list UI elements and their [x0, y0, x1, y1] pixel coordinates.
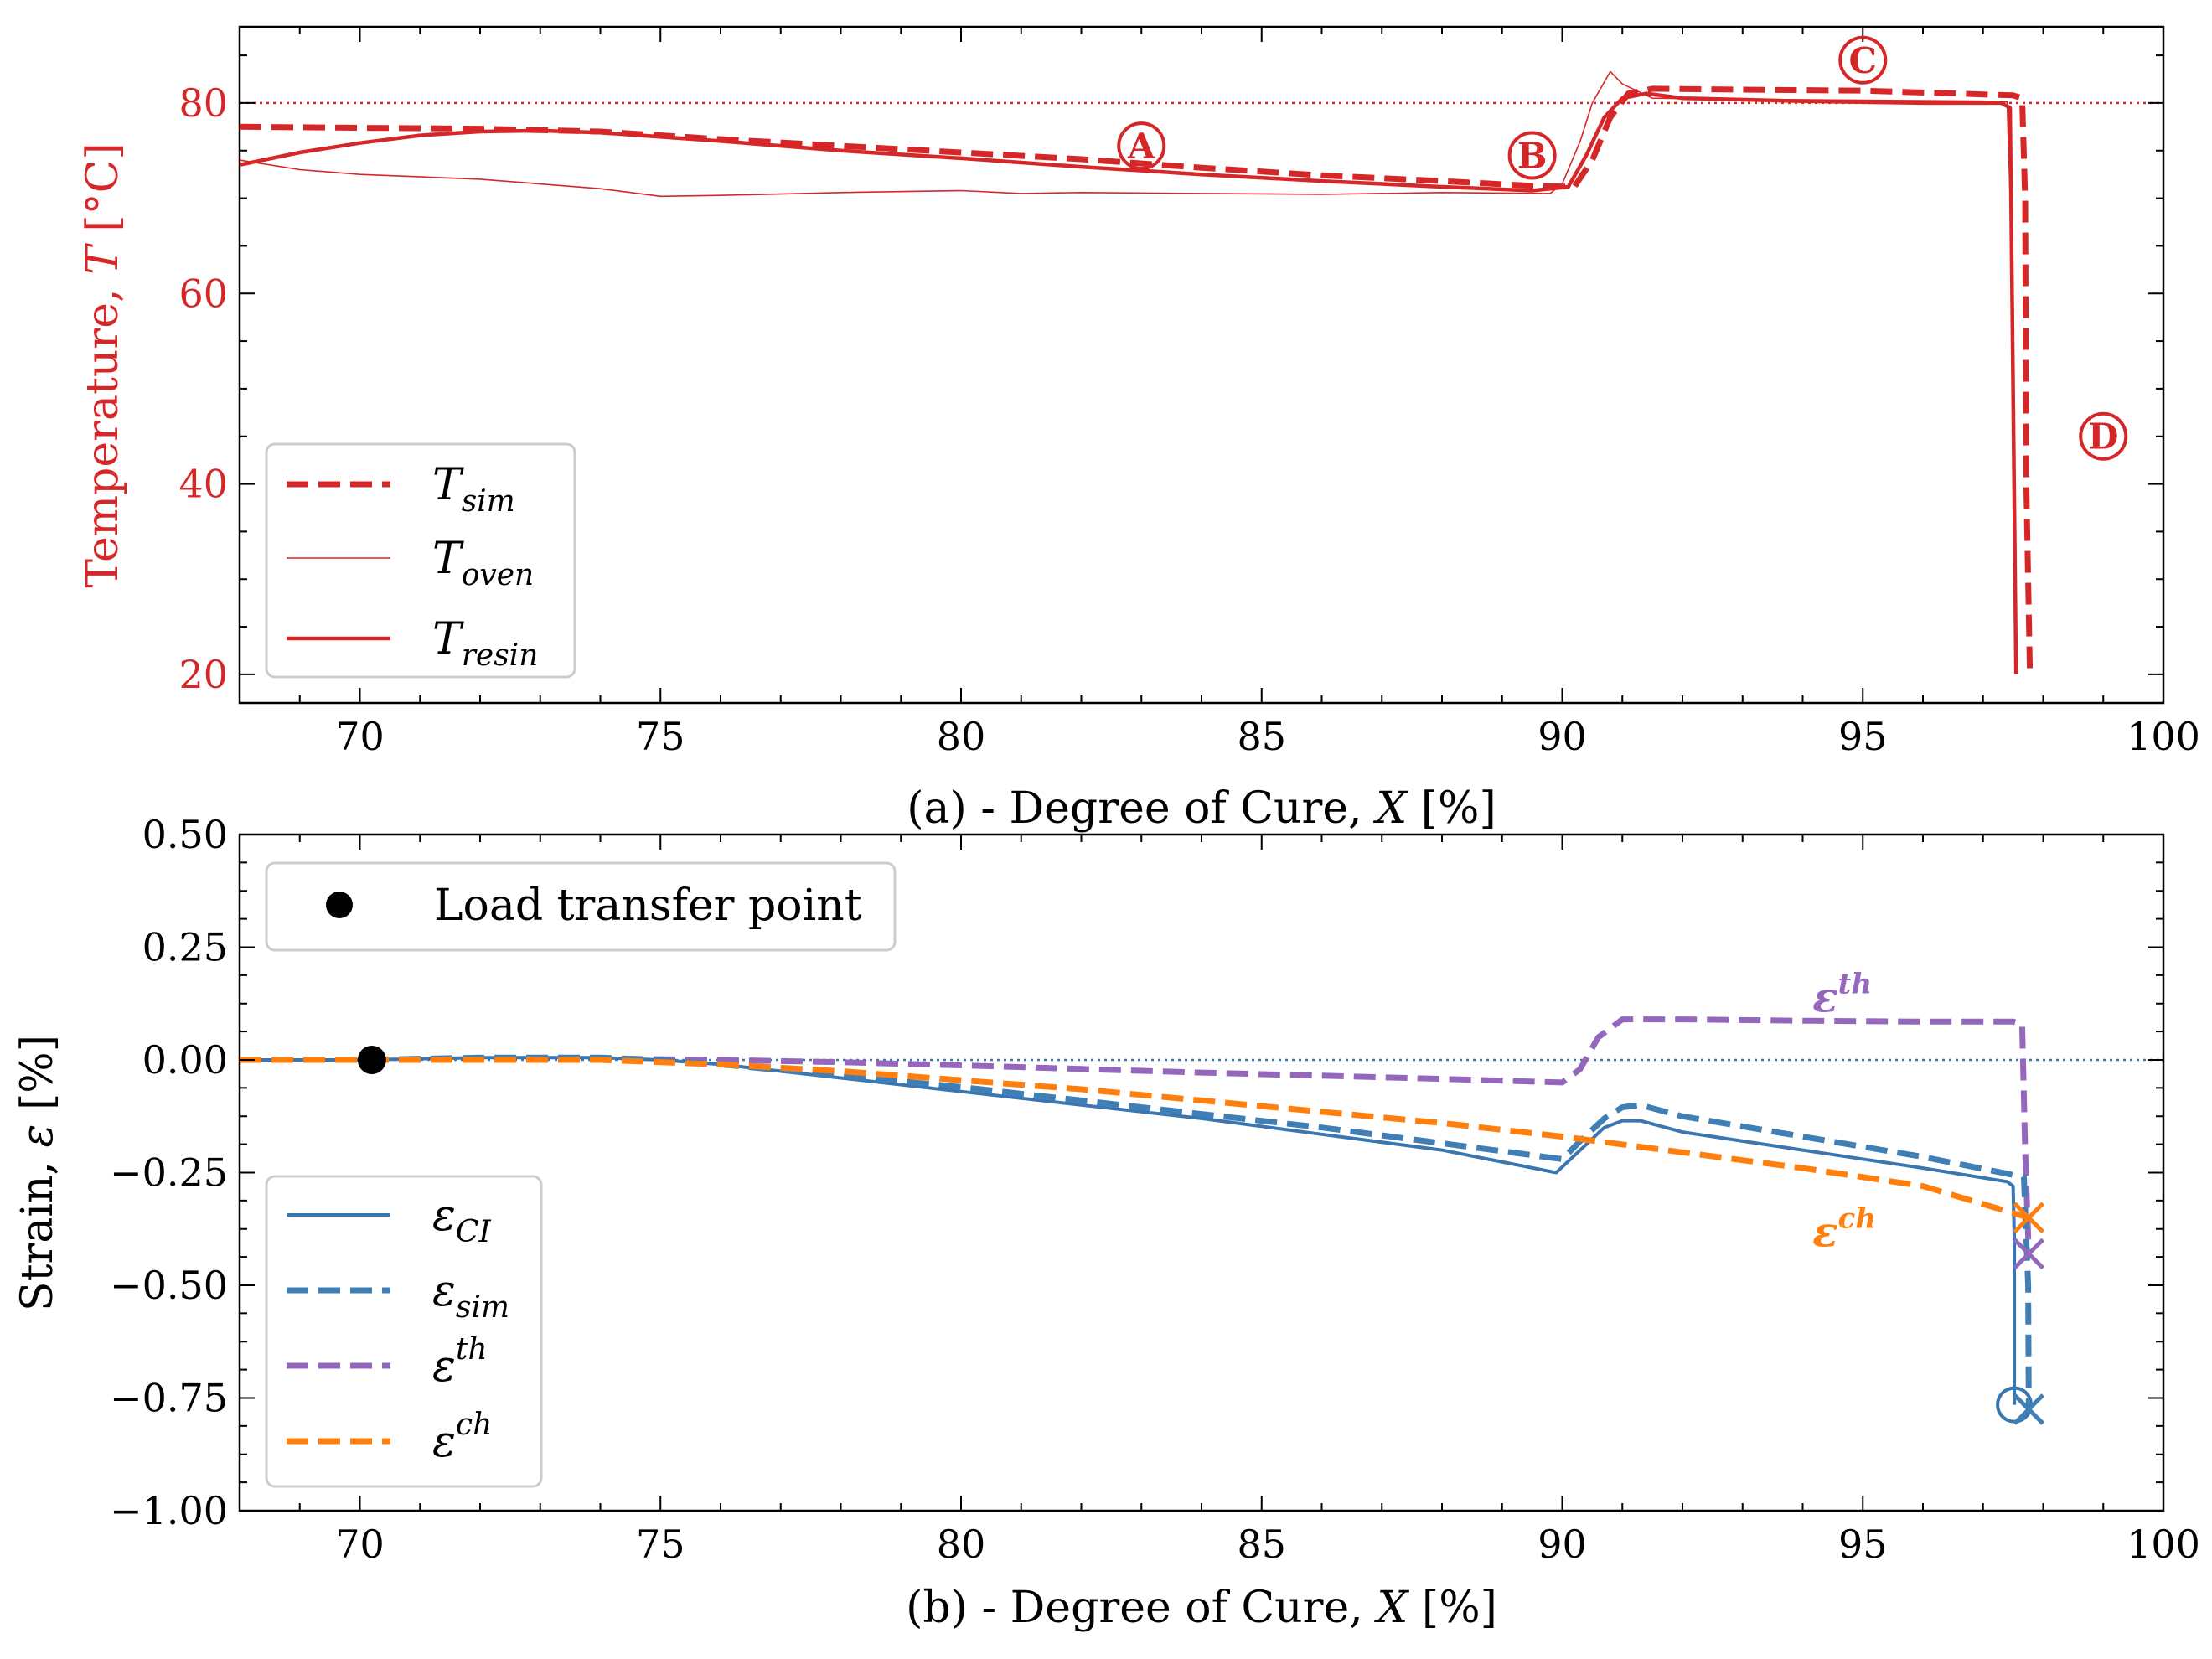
legend-box-load	[265, 861, 897, 952]
legend-label-load-transfer: Load transfer point	[434, 881, 862, 931]
curve-label-eps-th: εth	[1812, 968, 1872, 1022]
temperature-panel: 70 75 80 85 90 95 100 20 40 60 80 Temperature, T […	[78, 25, 2200, 834]
x-tick-label: 70	[335, 1522, 385, 1567]
y-tick-label: 80	[178, 80, 228, 126]
y-tick-label: 40	[178, 462, 228, 507]
x-tick-label: 85	[1237, 714, 1286, 759]
legend-a: Tsim Toven Tresin	[265, 442, 576, 679]
x-tick-label: 80	[937, 714, 986, 759]
x-tick-label: 95	[1838, 1522, 1888, 1567]
legend-b: εCI εsim εth εch	[265, 1175, 543, 1488]
y-tick-label: −1.00	[110, 1488, 228, 1533]
y-tick-label: −0.75	[110, 1376, 228, 1421]
annotation-circle	[2079, 411, 2128, 461]
x-tick-label: 100	[2127, 1522, 2200, 1567]
load-transfer-point	[357, 1046, 386, 1074]
legend-box-b	[265, 1175, 543, 1488]
x-tick-label: 80	[937, 1522, 986, 1567]
strain-panel: 70 75 80 85 90 95 100 0.50 0.25 0.00 −0.25 −0.50 −0.…	[13, 812, 2200, 1633]
x-tick-label: 90	[1538, 714, 1587, 759]
annotation-label: C	[1849, 40, 1877, 81]
annotation-label: B	[1517, 135, 1548, 176]
y-axis-title-a: Temperature, T [°C]	[78, 142, 128, 587]
end-marker-x	[2013, 1393, 2045, 1425]
x-tick-label: 90	[1538, 1522, 1587, 1567]
y-tick-label: 0.50	[142, 812, 228, 857]
annotation-c: C	[1838, 35, 1888, 85]
y-tick-label: 60	[178, 271, 228, 316]
annotation-circle	[1507, 131, 1557, 180]
legend-swatch-load-transfer	[326, 892, 353, 918]
series-eps-ci	[240, 1056, 2017, 1405]
annotation-circle	[1117, 121, 1166, 171]
x-tick-label: 85	[1237, 1522, 1286, 1567]
annotation-d: D	[2079, 411, 2128, 461]
y-axis-title-b: Strain, ε [%]	[13, 1035, 63, 1311]
curve-label-eps-ch: εch	[1812, 1202, 1876, 1256]
annotation-label: A	[1127, 126, 1156, 167]
annotation-label: D	[2088, 416, 2118, 457]
x-tick-label: 75	[636, 714, 685, 759]
x-tick-label: 75	[636, 1522, 685, 1567]
series-t-sim	[239, 85, 2034, 674]
x-axis-title-a: (a) - Degree of Cure, X [%]	[907, 783, 1496, 834]
y-tick-label: −0.25	[110, 1150, 228, 1196]
x-tick-label: 70	[335, 714, 385, 759]
x-tick-label: 100	[2127, 714, 2200, 759]
legend-load-transfer: Load transfer point	[265, 861, 897, 952]
end-marker-x	[2013, 1202, 2045, 1234]
end-marker-x	[2013, 1238, 2045, 1270]
legend-box-a	[265, 442, 576, 679]
y-tick-label: 20	[178, 652, 228, 697]
annotation-a: A	[1117, 121, 1166, 171]
annotation-b: B	[1507, 131, 1557, 180]
y-tick-label: 0.25	[142, 925, 228, 970]
series-eps-sim	[240, 1054, 2032, 1410]
y-tick-label: −0.50	[110, 1263, 228, 1308]
annotation-circle	[1838, 35, 1888, 85]
x-tick-label: 95	[1838, 714, 1888, 759]
x-axis-title-b: (b) - Degree of Cure, X [%]	[906, 1583, 1497, 1633]
y-tick-label: 0.00	[142, 1037, 228, 1083]
series-eps-ch	[240, 1057, 2030, 1221]
